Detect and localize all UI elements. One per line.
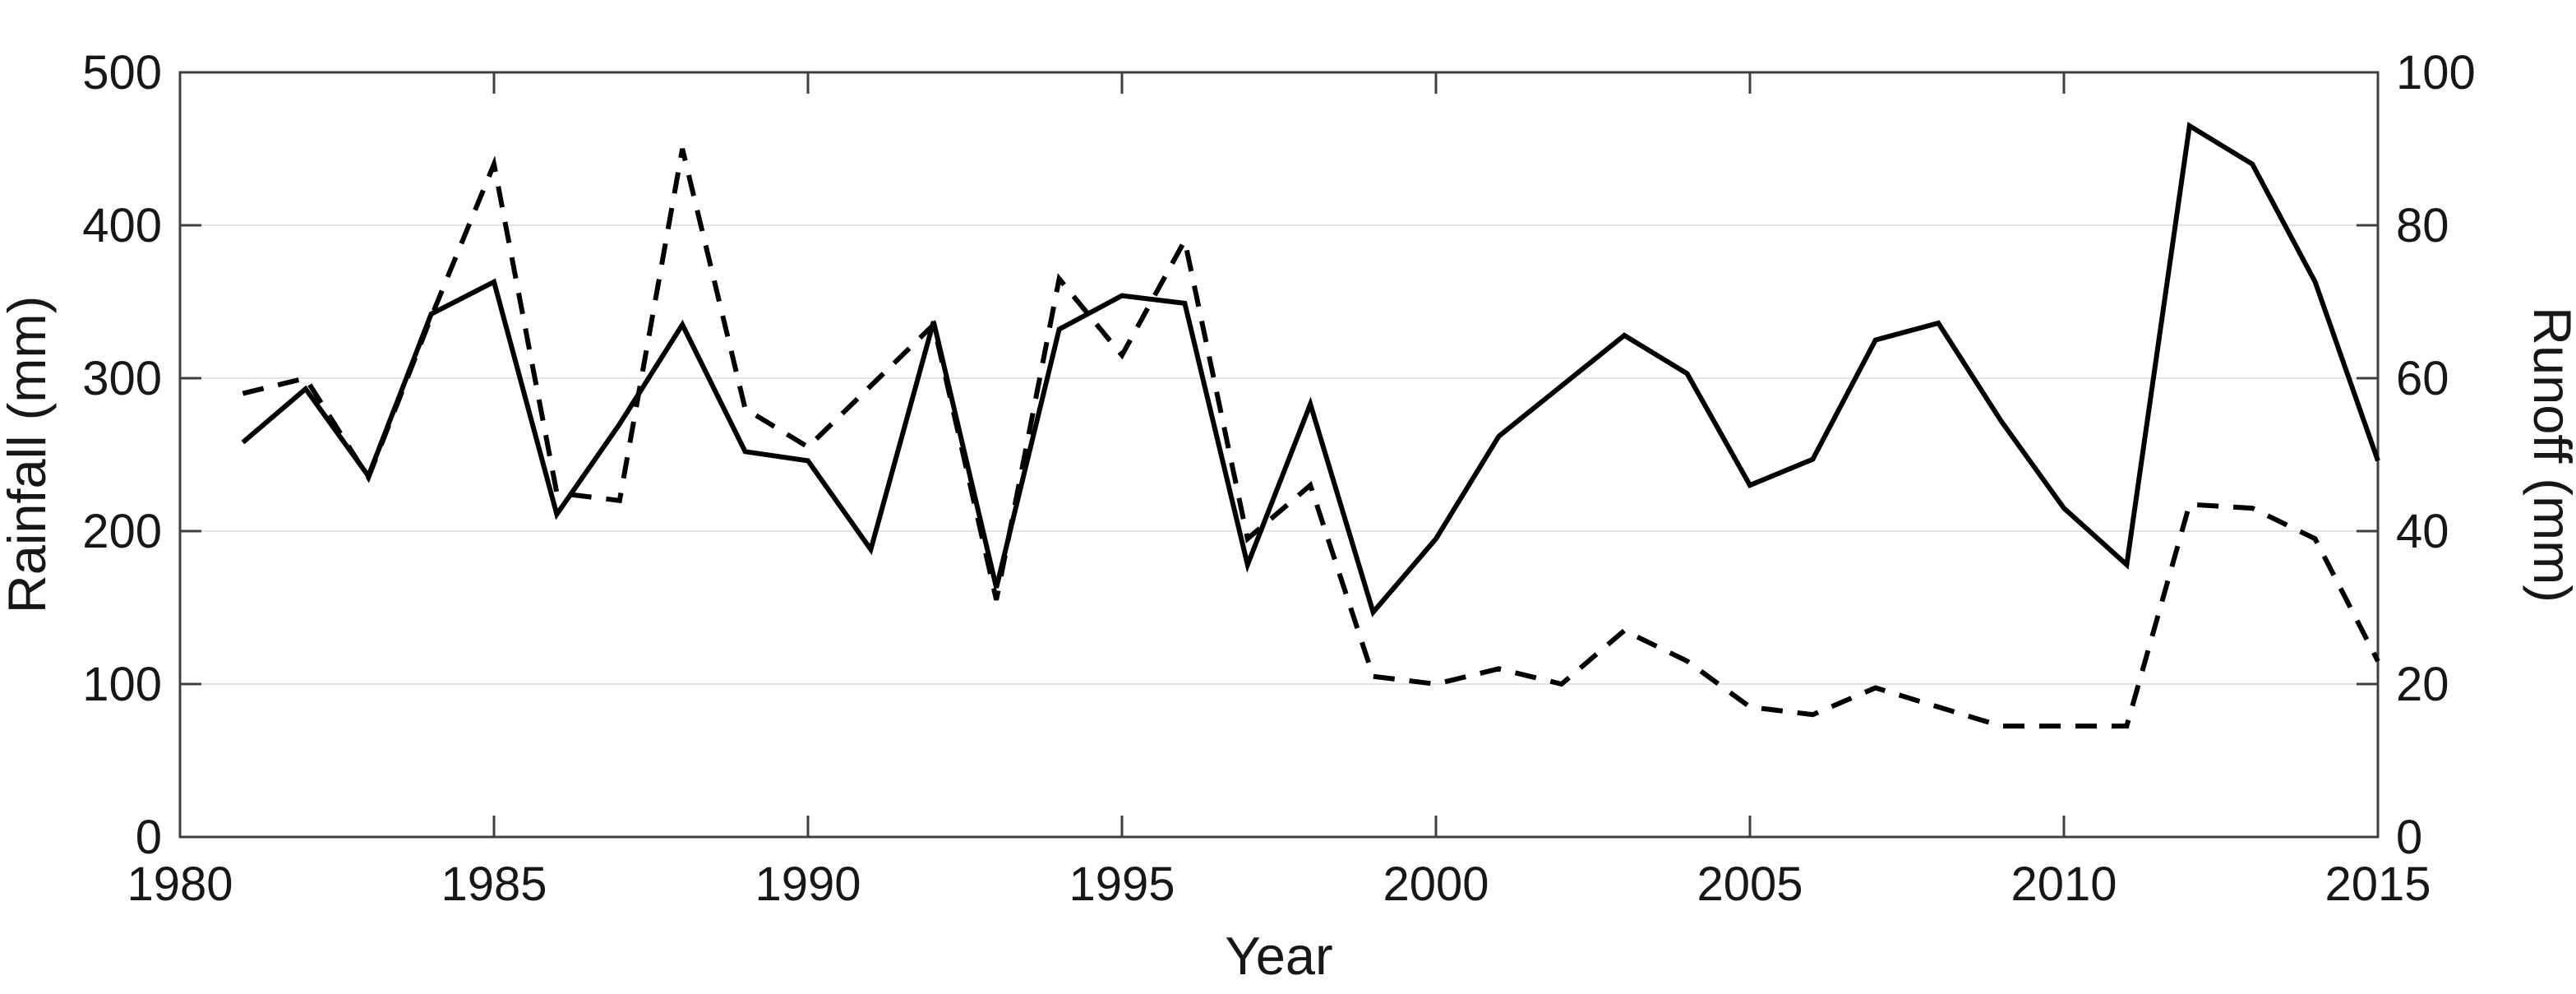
left-tick-label-0: 0 [136,811,162,864]
left-y-axis-title: Rainfall (mm) [0,296,57,613]
x-tick-label-1985: 1985 [441,858,547,911]
x-tick-label-2015: 2015 [2324,858,2431,911]
left-tick-label-100: 100 [82,658,162,711]
left-tick-label-500: 500 [82,46,162,99]
left-tick-label-200: 200 [82,505,162,558]
x-axis-title: Year [1225,926,1332,986]
plot-box-border [178,71,2380,839]
right-tick-label-0: 0 [2396,811,2422,864]
right-axis-tick-labels: 0 20 40 60 80 100 [2396,46,2476,864]
y-gridlines [180,224,2378,685]
right-y-axis-title: Runoff (mm) [2523,307,2576,603]
x-tick-label-1990: 1990 [755,858,861,911]
axis-tick-marks [178,71,2380,839]
data-series-lines [241,122,2380,729]
right-tick-label-40: 40 [2396,505,2449,558]
x-tick-label-2010: 2010 [2010,858,2117,911]
right-tick-label-100: 100 [2396,46,2476,99]
rainfall-line [241,122,2380,617]
runoff-line [242,148,2380,729]
x-tick-label-1995: 1995 [1069,858,1175,911]
x-tick-label-1980: 1980 [127,858,233,911]
x-axis-tick-labels: 1980 1985 1990 1995 2000 2005 2010 2015 [127,858,2431,911]
right-tick-label-20: 20 [2396,658,2449,711]
left-tick-label-300: 300 [82,352,162,405]
left-axis-tick-labels: 0 100 200 300 400 500 [82,46,162,864]
right-tick-label-60: 60 [2396,352,2449,405]
left-tick-label-400: 400 [82,199,162,252]
x-tick-label-2005: 2005 [1697,858,1803,911]
x-tick-label-2000: 2000 [1383,858,1489,911]
right-tick-label-80: 80 [2396,199,2449,252]
